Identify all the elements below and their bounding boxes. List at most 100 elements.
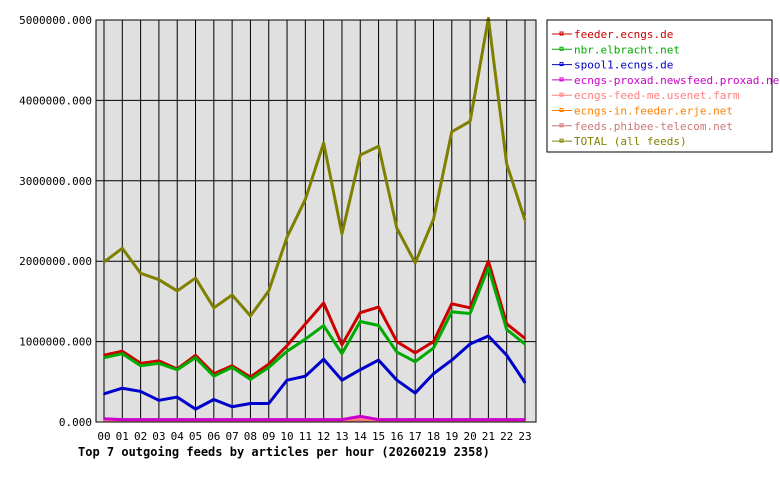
series-line-2 — [103, 334, 527, 411]
data-point — [524, 418, 526, 421]
legend: feeder.ecngs.de nbr.elbracht.net spool1.ec… — [546, 19, 780, 153]
data-point — [212, 306, 215, 309]
legend-label: TOTAL (all feeds) — [574, 135, 687, 148]
series-line-7 — [103, 16, 527, 318]
data-point — [340, 232, 343, 235]
x-tick-label: 13 — [335, 430, 348, 443]
data-point — [322, 142, 325, 145]
x-tick-label: 17 — [409, 430, 422, 443]
data-point — [139, 418, 142, 421]
data-point — [359, 368, 362, 371]
legend-marker — [559, 108, 564, 112]
data-point — [267, 366, 270, 369]
data-point — [322, 418, 325, 421]
data-point — [340, 352, 343, 355]
data-point — [121, 418, 124, 421]
data-point — [469, 312, 472, 315]
data-point — [139, 390, 142, 393]
data-point — [450, 418, 453, 421]
x-tick-label: 09 — [262, 430, 275, 443]
data-point — [139, 272, 142, 275]
data-point — [377, 324, 380, 327]
x-tick-label: 02 — [134, 430, 147, 443]
x-tick-label: 01 — [116, 430, 129, 443]
data-point — [487, 17, 490, 20]
series-lines — [103, 16, 527, 422]
data-point — [157, 278, 160, 281]
data-point — [212, 398, 215, 401]
data-point — [414, 360, 417, 363]
x-axis: 00 01 02 03 04 05 06 07 08 09 10 11 12 13 14 15 16 17 18 19… — [97, 430, 531, 443]
data-point — [340, 418, 343, 421]
chart-title: Top 7 outgoing feeds by articles per hou… — [78, 445, 490, 459]
data-point — [286, 418, 289, 421]
data-point — [359, 311, 362, 314]
y-tick-label: 1000000.000 — [19, 336, 92, 349]
legend-label: feeder.ecngs.de — [574, 28, 673, 41]
x-tick-label: 05 — [189, 430, 202, 443]
x-tick-label: 12 — [317, 430, 330, 443]
plot-area — [96, 20, 536, 422]
y-tick-label: 0.000 — [59, 416, 92, 429]
data-point — [231, 418, 234, 421]
data-point — [249, 314, 252, 317]
data-point — [286, 236, 289, 239]
x-tick-label: 23 — [518, 430, 531, 443]
x-tick-label: 16 — [390, 430, 403, 443]
x-tick-label: 18 — [427, 430, 440, 443]
data-point — [121, 387, 124, 390]
data-point — [267, 363, 270, 366]
data-point — [359, 320, 362, 323]
legend-marker — [559, 92, 564, 97]
data-point — [322, 324, 325, 327]
data-point — [359, 415, 362, 418]
data-point — [432, 418, 435, 421]
data-point — [304, 375, 307, 378]
legend-marker — [559, 123, 564, 128]
data-point — [487, 418, 490, 421]
data-point — [286, 350, 289, 353]
data-point — [103, 261, 105, 264]
data-point — [524, 337, 526, 340]
data-point — [121, 352, 124, 355]
data-point — [231, 293, 234, 296]
data-point — [414, 418, 417, 421]
x-tick-label: 22 — [500, 430, 513, 443]
data-point — [487, 260, 490, 263]
x-tick-label: 21 — [482, 430, 495, 443]
data-point — [121, 247, 124, 250]
data-point — [322, 358, 325, 361]
data-point — [249, 378, 252, 381]
legend-marker — [559, 62, 564, 67]
data-point — [395, 351, 398, 354]
x-tick-label: 20 — [463, 430, 476, 443]
data-point — [304, 418, 307, 421]
y-tick-label: 2000000.000 — [19, 255, 92, 268]
x-tick-label: 04 — [171, 430, 185, 443]
data-point — [304, 322, 307, 325]
data-point — [359, 154, 362, 157]
data-point — [505, 328, 508, 331]
data-point — [414, 392, 417, 395]
x-tick-label: 10 — [280, 430, 293, 443]
data-point — [286, 344, 289, 347]
data-point — [322, 302, 325, 305]
data-point — [414, 261, 417, 264]
data-point — [395, 227, 398, 230]
data-point — [194, 356, 197, 359]
data-point — [487, 334, 490, 337]
data-point — [267, 418, 270, 421]
data-point — [231, 405, 234, 408]
data-point — [395, 379, 398, 382]
data-point — [340, 379, 343, 382]
data-point — [377, 359, 380, 362]
data-point — [524, 343, 526, 346]
grid — [96, 19, 536, 423]
legend-label: feeds.phibee-telecom.net — [574, 120, 733, 133]
legend-label: ecngs-proxad.newsfeed.proxad.net — [574, 74, 780, 87]
data-point — [524, 381, 526, 384]
data-point — [505, 162, 508, 165]
data-point — [469, 343, 472, 346]
data-point — [450, 359, 453, 362]
